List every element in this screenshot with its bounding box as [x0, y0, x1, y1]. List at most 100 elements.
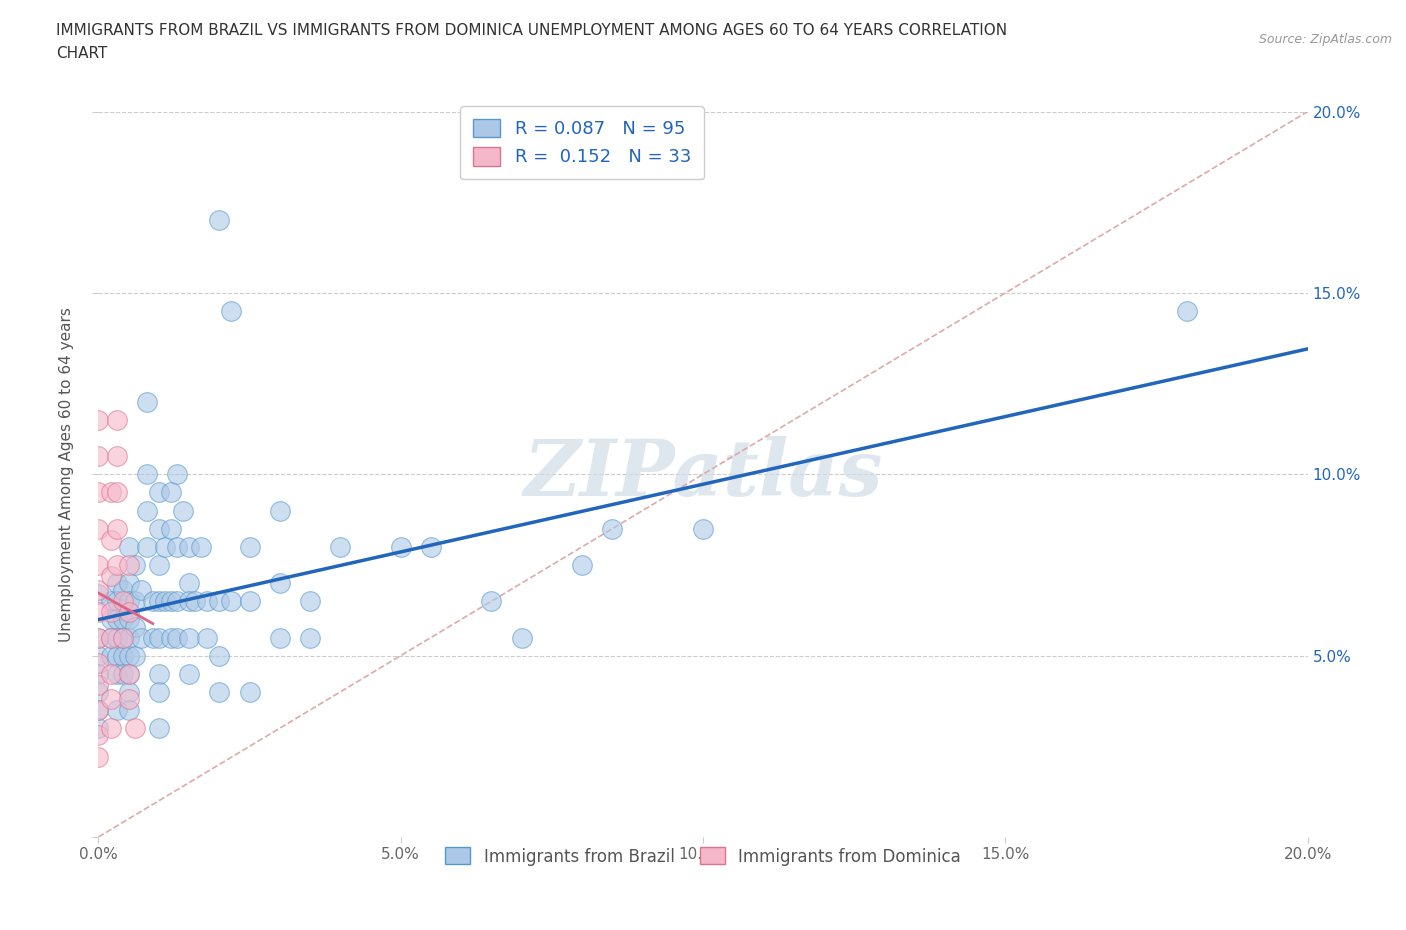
Point [87, 721, 110, 736]
Point [153, 594, 176, 609]
Point [87, 684, 110, 699]
Point [208, 648, 231, 663]
Point [153, 539, 176, 554]
Point [100, 594, 122, 609]
Point [239, 684, 262, 699]
Point [160, 631, 183, 645]
Point [87, 449, 110, 464]
Point [100, 648, 122, 663]
Point [111, 594, 134, 609]
Point [87, 558, 110, 573]
Text: CHART: CHART [56, 46, 108, 61]
Point [179, 594, 201, 609]
Point [118, 594, 141, 609]
Point [118, 612, 141, 627]
Point [87, 485, 110, 500]
Point [100, 692, 122, 707]
Point [190, 539, 212, 554]
Point [124, 619, 146, 634]
Point [389, 539, 412, 554]
Point [160, 594, 183, 609]
Point [221, 594, 243, 609]
Point [105, 485, 128, 500]
Point [510, 631, 533, 645]
Point [1175, 303, 1198, 318]
Point [124, 558, 146, 573]
Point [111, 631, 134, 645]
Point [208, 684, 231, 699]
Point [118, 692, 141, 707]
Legend: Immigrants from Brazil, Immigrants from Dominica: Immigrants from Brazil, Immigrants from … [439, 841, 967, 872]
Point [87, 750, 110, 764]
Point [179, 631, 201, 645]
Point [124, 594, 146, 609]
Point [142, 594, 165, 609]
Point [692, 521, 714, 536]
Point [179, 539, 201, 554]
Point [299, 631, 322, 645]
Point [179, 576, 201, 591]
Point [148, 521, 170, 536]
Point [166, 539, 188, 554]
Point [208, 594, 231, 609]
Point [100, 532, 122, 547]
Point [118, 604, 141, 619]
Point [100, 721, 122, 736]
Point [111, 667, 134, 682]
Point [135, 503, 157, 518]
Point [87, 648, 110, 663]
Point [105, 576, 128, 591]
Point [160, 521, 183, 536]
Point [135, 394, 157, 409]
Point [148, 684, 170, 699]
Point [148, 631, 170, 645]
Point [87, 587, 110, 602]
Point [87, 583, 110, 598]
Point [118, 684, 141, 699]
Point [124, 721, 146, 736]
Point [118, 667, 141, 682]
Point [111, 612, 134, 627]
Point [105, 521, 128, 536]
Point [239, 594, 262, 609]
Point [100, 612, 122, 627]
Point [111, 631, 134, 645]
Point [129, 583, 152, 598]
Point [87, 521, 110, 536]
Point [142, 631, 165, 645]
Point [105, 449, 128, 464]
Point [118, 703, 141, 718]
Point [172, 503, 194, 518]
Point [129, 631, 152, 645]
Point [329, 539, 352, 554]
Point [87, 656, 110, 671]
Point [105, 631, 128, 645]
Point [87, 728, 110, 743]
Point [118, 648, 141, 663]
Point [184, 594, 207, 609]
Point [269, 631, 291, 645]
Point [481, 594, 503, 609]
Point [105, 594, 128, 609]
Point [87, 677, 110, 692]
Y-axis label: Unemployment Among Ages 60 to 64 years: Unemployment Among Ages 60 to 64 years [59, 307, 75, 642]
Point [221, 303, 243, 318]
Point [105, 703, 128, 718]
Point [160, 485, 183, 500]
Point [118, 558, 141, 573]
Point [420, 539, 443, 554]
Point [148, 721, 170, 736]
Point [87, 703, 110, 718]
Point [166, 594, 188, 609]
Point [100, 631, 122, 645]
Point [166, 631, 188, 645]
Point [118, 539, 141, 554]
Text: ZIPatlas: ZIPatlas [523, 436, 883, 512]
Point [195, 631, 218, 645]
Point [269, 503, 291, 518]
Point [148, 667, 170, 682]
Point [111, 583, 134, 598]
Point [195, 594, 218, 609]
Point [602, 521, 624, 536]
Point [100, 604, 122, 619]
